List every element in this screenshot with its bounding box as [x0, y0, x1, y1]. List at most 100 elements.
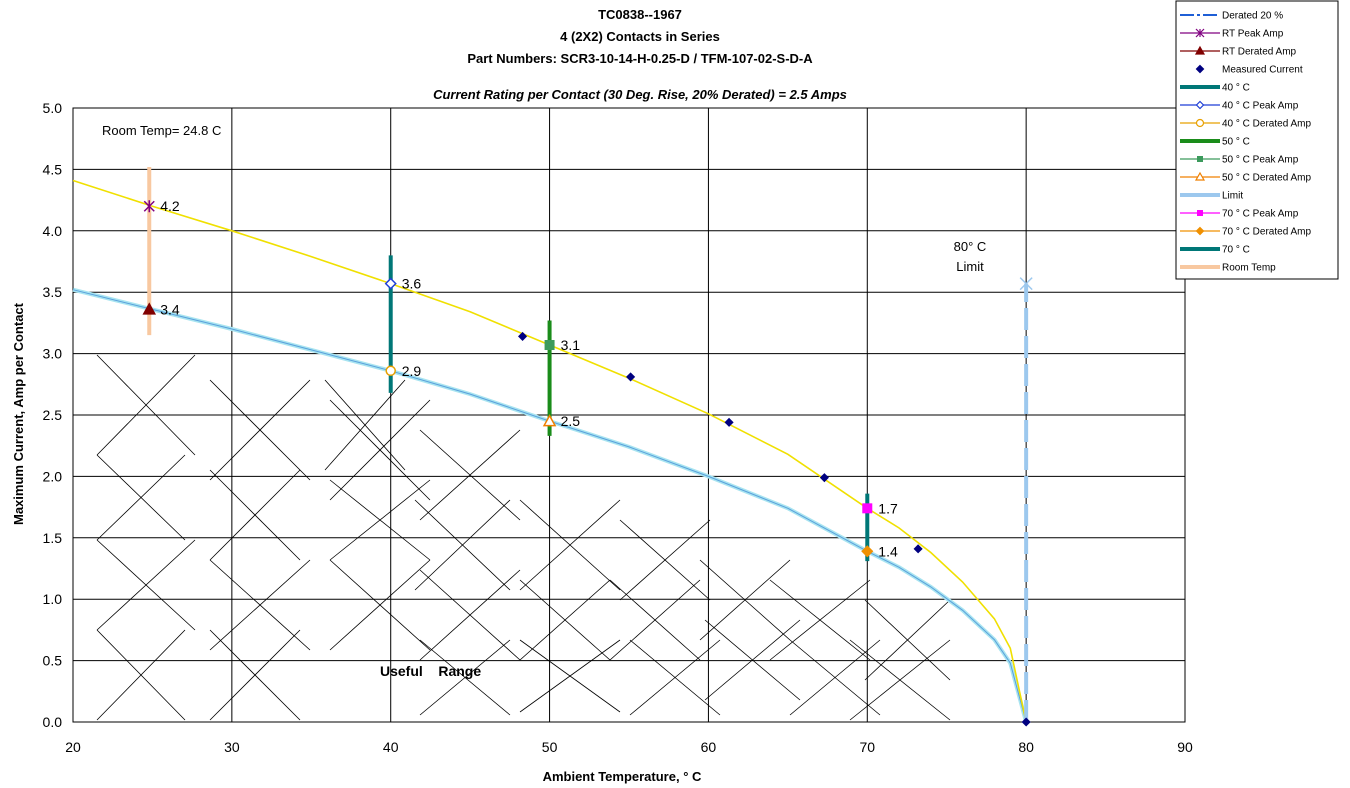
marker-shape	[724, 417, 734, 427]
hatch-line	[329, 399, 431, 501]
chart-title-line-2: 4 (2X2) Contacts in Series	[560, 29, 720, 44]
hatch-line	[864, 599, 951, 681]
chart-title-line-1: TC0838--1967	[598, 7, 682, 22]
y-tick-label: 0.0	[43, 714, 63, 730]
legend-label: 50 ° C	[1222, 137, 1250, 148]
hatch-line	[209, 469, 301, 561]
y-tick-label: 4.0	[43, 223, 63, 239]
limit-note-line-2: Limit	[956, 259, 984, 274]
hatch-line	[96, 354, 196, 456]
y-tick-label: 2.5	[43, 407, 63, 423]
legend-marker	[1195, 118, 1205, 128]
hatch-line	[209, 629, 301, 721]
point-measured-current	[1021, 717, 1031, 727]
peak-curve	[72, 179, 1027, 723]
legend-item: Measured Current	[1195, 64, 1303, 76]
legend-item: 70 ° C Peak Amp	[1180, 209, 1299, 220]
marker-shape	[862, 503, 873, 514]
x-tick-label: 80	[1018, 739, 1034, 755]
hatch-line	[329, 559, 431, 651]
derated-curve	[72, 289, 1027, 723]
y-tick-label: 2.0	[43, 468, 63, 484]
point-measured-current	[518, 331, 528, 341]
hatch-line	[414, 499, 511, 591]
point-measured-current	[913, 544, 923, 554]
legend-label: RT Derated Amp	[1222, 47, 1297, 58]
useful-range-note: Useful Range	[380, 663, 481, 679]
x-tick-label: 20	[65, 739, 81, 755]
legend-label: 70 ° C Peak Amp	[1222, 209, 1299, 220]
legend-marker	[1194, 45, 1206, 55]
y-tick-label: 1.0	[43, 591, 63, 607]
legend-marker	[1195, 64, 1205, 74]
legend-label: 50 ° C Peak Amp	[1222, 155, 1299, 166]
marker-shape	[913, 544, 923, 554]
point-rt-peak-amp	[143, 200, 155, 213]
hatch-line	[609, 579, 701, 661]
x-axis-label: Ambient Temperature, ° C	[543, 769, 702, 784]
legend-marker	[1195, 100, 1205, 110]
hatch-line	[619, 519, 711, 601]
hatch-line	[329, 479, 431, 561]
data-label: 3.6	[402, 276, 422, 292]
y-axis-label: Maximum Current, Amp per Contact	[11, 302, 26, 525]
useful-range-hatching	[96, 354, 951, 721]
y-tick-label: 3.5	[43, 284, 63, 300]
grid-lines	[72, 107, 1186, 723]
legend-label: Room Temp	[1222, 263, 1276, 274]
marker-shape	[626, 372, 636, 382]
data-label: 3.4	[160, 301, 180, 317]
hatch-line	[699, 559, 791, 641]
hatch-line	[519, 579, 611, 661]
room-temp-note: Room Temp= 24.8 C	[102, 123, 221, 138]
chart-subtitle: Current Rating per Contact (30 Deg. Rise…	[433, 87, 847, 102]
hatch-line	[849, 639, 951, 721]
legend-item: 50 ° C Peak Amp	[1180, 155, 1299, 166]
hatch-line	[96, 539, 196, 631]
legend-item: 50 ° C Derated Amp	[1180, 171, 1311, 184]
point-measured-current	[819, 473, 829, 483]
marker-shape	[142, 302, 157, 315]
legend-label: RT Peak Amp	[1222, 29, 1284, 40]
data-label: 1.4	[878, 543, 898, 559]
legend-marker	[1197, 156, 1203, 162]
point-40-c-peak-amp	[384, 277, 397, 290]
legend: Derated 20 % RT Peak Amp RT Derated Amp Mea…	[1175, 0, 1339, 280]
legend-marker	[1195, 226, 1205, 236]
data-label: 4.2	[160, 198, 180, 214]
limit-note-line-1: 80° C	[954, 239, 987, 254]
marker-shape	[384, 277, 397, 290]
legend-item: 50 ° C	[1180, 137, 1250, 148]
legend-item: 40 ° C Peak Amp	[1180, 101, 1299, 112]
marker-shape	[518, 331, 528, 341]
marker-shape	[542, 414, 557, 427]
y-tick-label: 1.5	[43, 530, 63, 546]
point-70-c-peak-amp	[862, 503, 873, 514]
legend-item: Derated 20 %	[1180, 11, 1283, 22]
legend-item: Room Temp	[1180, 263, 1276, 274]
x-tick-label: 60	[701, 739, 717, 755]
hatch-line	[519, 499, 621, 591]
chart-title-line-3: Part Numbers: SCR3-10-14-H-0.25-D / TFM-…	[467, 51, 813, 66]
series-layer	[72, 166, 1033, 727]
hatch-line	[96, 454, 186, 541]
legend-item: 70 ° C Derated Amp	[1180, 227, 1311, 238]
hatch-line	[704, 619, 801, 701]
hatch-line	[419, 429, 521, 521]
hatch-line	[629, 639, 721, 716]
x-tick-label: 30	[224, 739, 240, 755]
legend-item: RT Peak Amp	[1180, 29, 1284, 40]
point-rt-derated-amp	[142, 302, 157, 315]
limit-marker	[1019, 277, 1033, 291]
y-tick-label: 4.5	[43, 161, 63, 177]
x-tick-label: 40	[383, 739, 399, 755]
x-tick-label: 50	[542, 739, 558, 755]
legend-label: 40 ° C	[1222, 83, 1250, 94]
legend-item: 40 ° C	[1180, 83, 1250, 94]
data-labels: 4.2 3.4 3.6 2.9 3.1 2.5 1.7 1.4	[160, 198, 898, 559]
data-label: 2.9	[402, 363, 422, 379]
marker-shape	[544, 340, 555, 351]
hatch-line	[519, 639, 621, 713]
legend-marker	[1197, 210, 1203, 216]
